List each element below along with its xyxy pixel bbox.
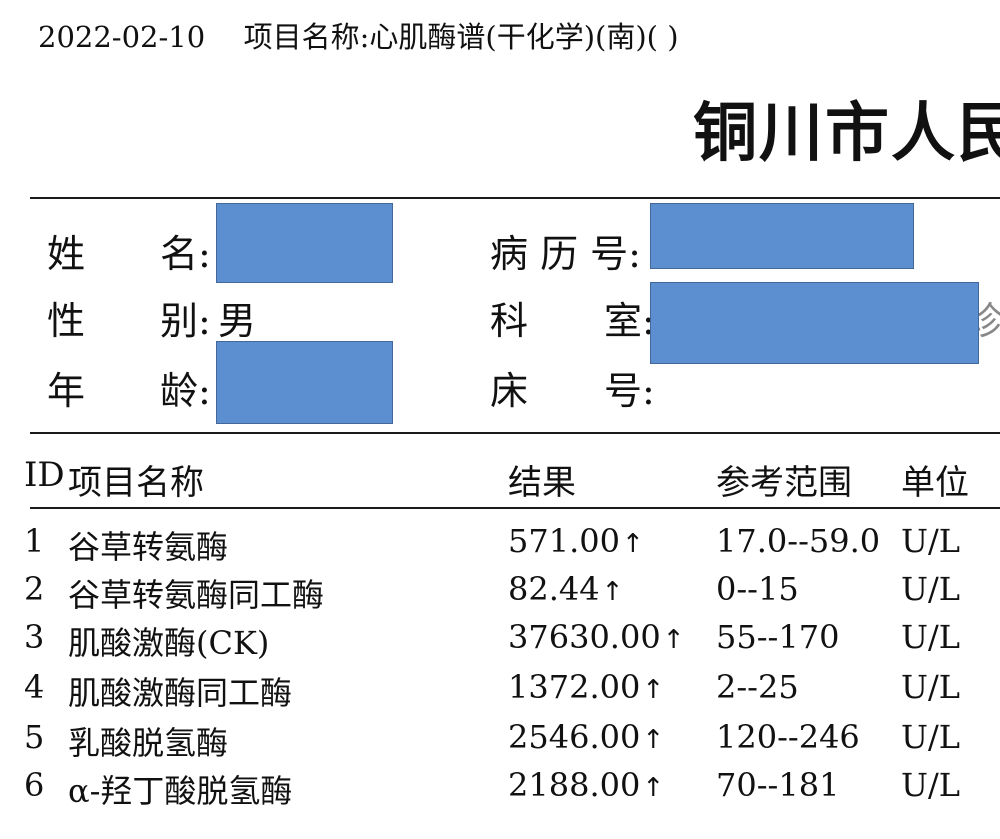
redacted-record-number [650,203,914,269]
bed-label-2: 号: [604,369,655,413]
high-flag-icon: ↑ [642,773,665,803]
row-unit: U/L [901,618,960,656]
header-divider [30,507,1000,509]
name-label-1: 姓 [47,232,86,276]
department-label-2: 室: [604,299,655,343]
row-name: 谷草转氨酶同工酶 [68,576,325,614]
row-result: 82.44↑ [508,570,624,608]
gender-value: 男 [218,299,257,343]
row-result: 571.00↑ [508,522,644,560]
row-id: 1 [24,522,45,560]
redacted-age [216,341,393,424]
row-result: 37630.00↑ [508,618,685,656]
row-id: 3 [24,618,45,656]
row-range: 70--181 [716,766,840,804]
row-unit: U/L [901,522,960,560]
row-name: α-羟丁酸脱氢酶 [68,772,293,810]
row-unit: U/L [901,668,960,706]
department-label-1: 科 [490,299,529,343]
report-date: 2022-02-10 [38,20,206,54]
row-result: 2188.00↑ [508,766,665,804]
hospital-name: 铜川市人民 [693,97,1000,171]
redacted-department [650,282,979,364]
gender-label-2: 别: [160,299,211,343]
row-id: 6 [24,766,45,804]
record-number-label: 病 历 号: [490,232,641,276]
high-flag-icon: ↑ [662,625,685,655]
high-flag-icon: ↑ [642,675,665,705]
row-range: 55--170 [716,618,840,656]
item-name-value: 心肌酶谱(干化学)(南)( ) [369,20,679,54]
row-id: 4 [24,668,45,706]
bed-label-1: 床 [490,369,529,413]
row-name: 谷草转氨酶 [68,528,229,566]
age-label-1: 年 [47,369,86,413]
row-unit: U/L [901,570,960,608]
top-divider [30,197,1000,199]
info-divider [30,432,1000,434]
row-result: 1372.00↑ [508,668,665,706]
row-name: 乳酸脱氢酶 [68,724,229,762]
high-flag-icon: ↑ [621,529,644,559]
row-range: 0--15 [716,570,799,608]
row-unit: U/L [901,718,960,756]
gender-label-1: 性 [47,299,86,343]
item-name-label: 项目名称: [243,20,370,54]
high-flag-icon: ↑ [601,577,624,607]
row-unit: U/L [901,766,960,804]
row-range: 17.0--59.0 [716,522,881,560]
col-header-range: 参考范围 [716,463,852,503]
row-id: 2 [24,570,45,608]
row-range: 2--25 [716,668,799,706]
high-flag-icon: ↑ [642,725,665,755]
row-id: 5 [24,718,45,756]
col-header-unit: 单位 [901,463,969,503]
redacted-name [216,203,393,283]
row-name: 肌酸激酶同工酶 [68,674,293,712]
age-label-2: 龄: [160,369,211,413]
col-header-id: ID [24,455,65,495]
report-header-line: 2022-02-10 项目名称:心肌酶谱(干化学)(南)( ) [38,14,679,56]
col-header-result: 结果 [508,463,576,503]
row-range: 120--246 [716,718,860,756]
row-name: 肌酸激酶(CK) [68,624,270,662]
col-header-name: 项目名称 [68,463,204,503]
name-label-2: 名: [160,232,211,276]
row-result: 2546.00↑ [508,718,665,756]
